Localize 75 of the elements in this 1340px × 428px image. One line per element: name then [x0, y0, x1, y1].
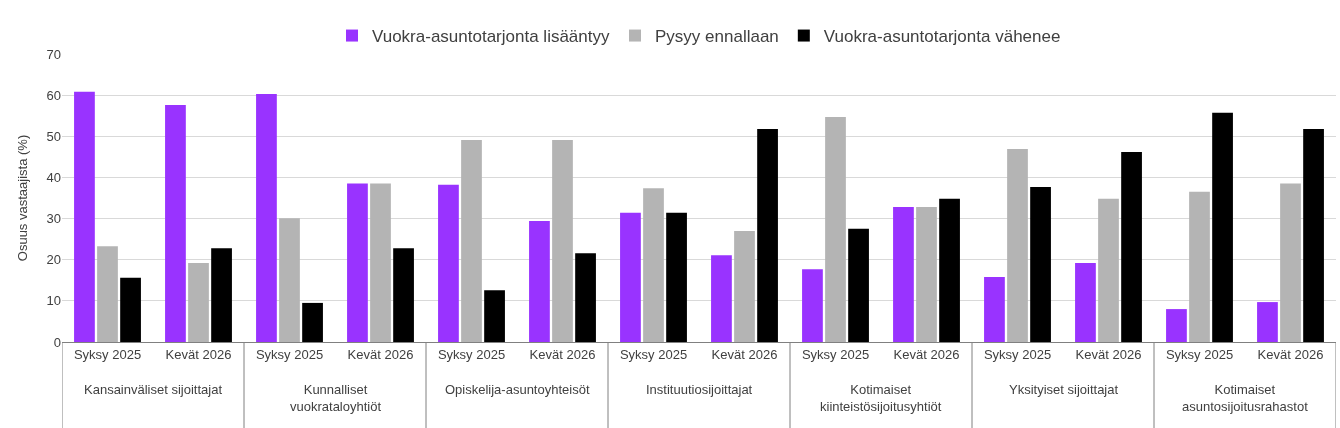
y-tick-label: 60: [46, 87, 61, 103]
bar: [1166, 309, 1187, 342]
bar: [302, 302, 323, 342]
text: Kotimaiset asuntosijoitusrahastot: [1182, 382, 1309, 414]
bar: [347, 183, 368, 342]
bar: [984, 276, 1005, 342]
bar: [916, 207, 937, 342]
bar: [757, 128, 778, 342]
bar: [256, 93, 277, 342]
y-tick-label: 10: [46, 293, 61, 309]
text: Instituutiosijoittajat: [646, 382, 753, 397]
x-tick-label: Syksy 2025: [255, 346, 324, 362]
bar: [188, 263, 209, 342]
bar: [1030, 186, 1051, 342]
bar: [848, 228, 869, 342]
bar: [1007, 149, 1028, 342]
bar: [279, 218, 300, 342]
bar: [666, 212, 687, 342]
y-axis-title: Osuus vastaajista (%): [15, 134, 31, 262]
bar: [1075, 263, 1096, 342]
bar: [1189, 191, 1210, 342]
bar: [1257, 302, 1278, 342]
bar: [802, 269, 823, 342]
text: Yksityiset sijoittajat: [1009, 382, 1119, 397]
text: Kotimaiset kiinteistösijoitusyhtiöt: [820, 382, 942, 414]
bar: [120, 277, 141, 342]
x-tick-label: Kevät 2026: [1257, 346, 1324, 362]
bar: [1303, 128, 1324, 342]
x-tick-label: Kevät 2026: [711, 346, 778, 362]
bar: [529, 221, 550, 342]
text: Opiskelija-asuntoyhteisöt: [445, 382, 590, 397]
y-tick-label: 70: [46, 46, 61, 62]
legend-label: Vuokra-asuntotarjonta vähenee: [823, 27, 1061, 47]
legend-label: Pysyy ennallaan: [655, 27, 779, 47]
x-tick-label: Syksy 2025: [73, 346, 142, 362]
x-tick-label: Syksy 2025: [619, 346, 688, 362]
bar: [711, 255, 732, 342]
x-tick-label: Syksy 2025: [1165, 346, 1234, 362]
bar: [393, 248, 414, 342]
bar: [74, 91, 95, 342]
bar: [461, 139, 482, 342]
bar: [552, 139, 573, 342]
bar: [620, 212, 641, 342]
bar: [575, 253, 596, 342]
y-tick-label: 20: [46, 252, 61, 268]
legend-label: Vuokra-asuntotarjonta lisääntyy: [372, 27, 610, 47]
x-tick-label: Syksy 2025: [801, 346, 870, 362]
bar: [370, 183, 391, 342]
bar: [734, 230, 755, 342]
x-tick-label: Kevät 2026: [893, 346, 960, 362]
bar: [1098, 198, 1119, 342]
bar: [643, 188, 664, 342]
y-tick-label: 40: [46, 169, 61, 185]
bar: [1280, 183, 1301, 342]
text: Kunnalliset vuokrataloyhtiöt: [290, 382, 382, 414]
x-tick-label: Kevät 2026: [347, 346, 414, 362]
y-tick-label: 0: [53, 334, 61, 350]
bar: [438, 184, 459, 342]
x-tick-label: Kevät 2026: [1075, 346, 1142, 362]
bar: [1212, 112, 1233, 342]
bar: [1121, 151, 1142, 342]
bar: [165, 105, 186, 342]
bar: [211, 248, 232, 342]
bar: [825, 116, 846, 342]
x-tick-label: Syksy 2025: [983, 346, 1052, 362]
y-tick-label: 30: [46, 211, 61, 227]
bar: [939, 198, 960, 342]
bar: [484, 290, 505, 342]
y-tick-label: 50: [46, 128, 61, 144]
text: Kansainväliset sijoittajat: [84, 382, 223, 397]
x-tick-label: Kevät 2026: [165, 346, 232, 362]
bar: [97, 246, 118, 342]
x-tick-label: Syksy 2025: [437, 346, 506, 362]
bar: [893, 207, 914, 342]
x-tick-label: Kevät 2026: [529, 346, 596, 362]
